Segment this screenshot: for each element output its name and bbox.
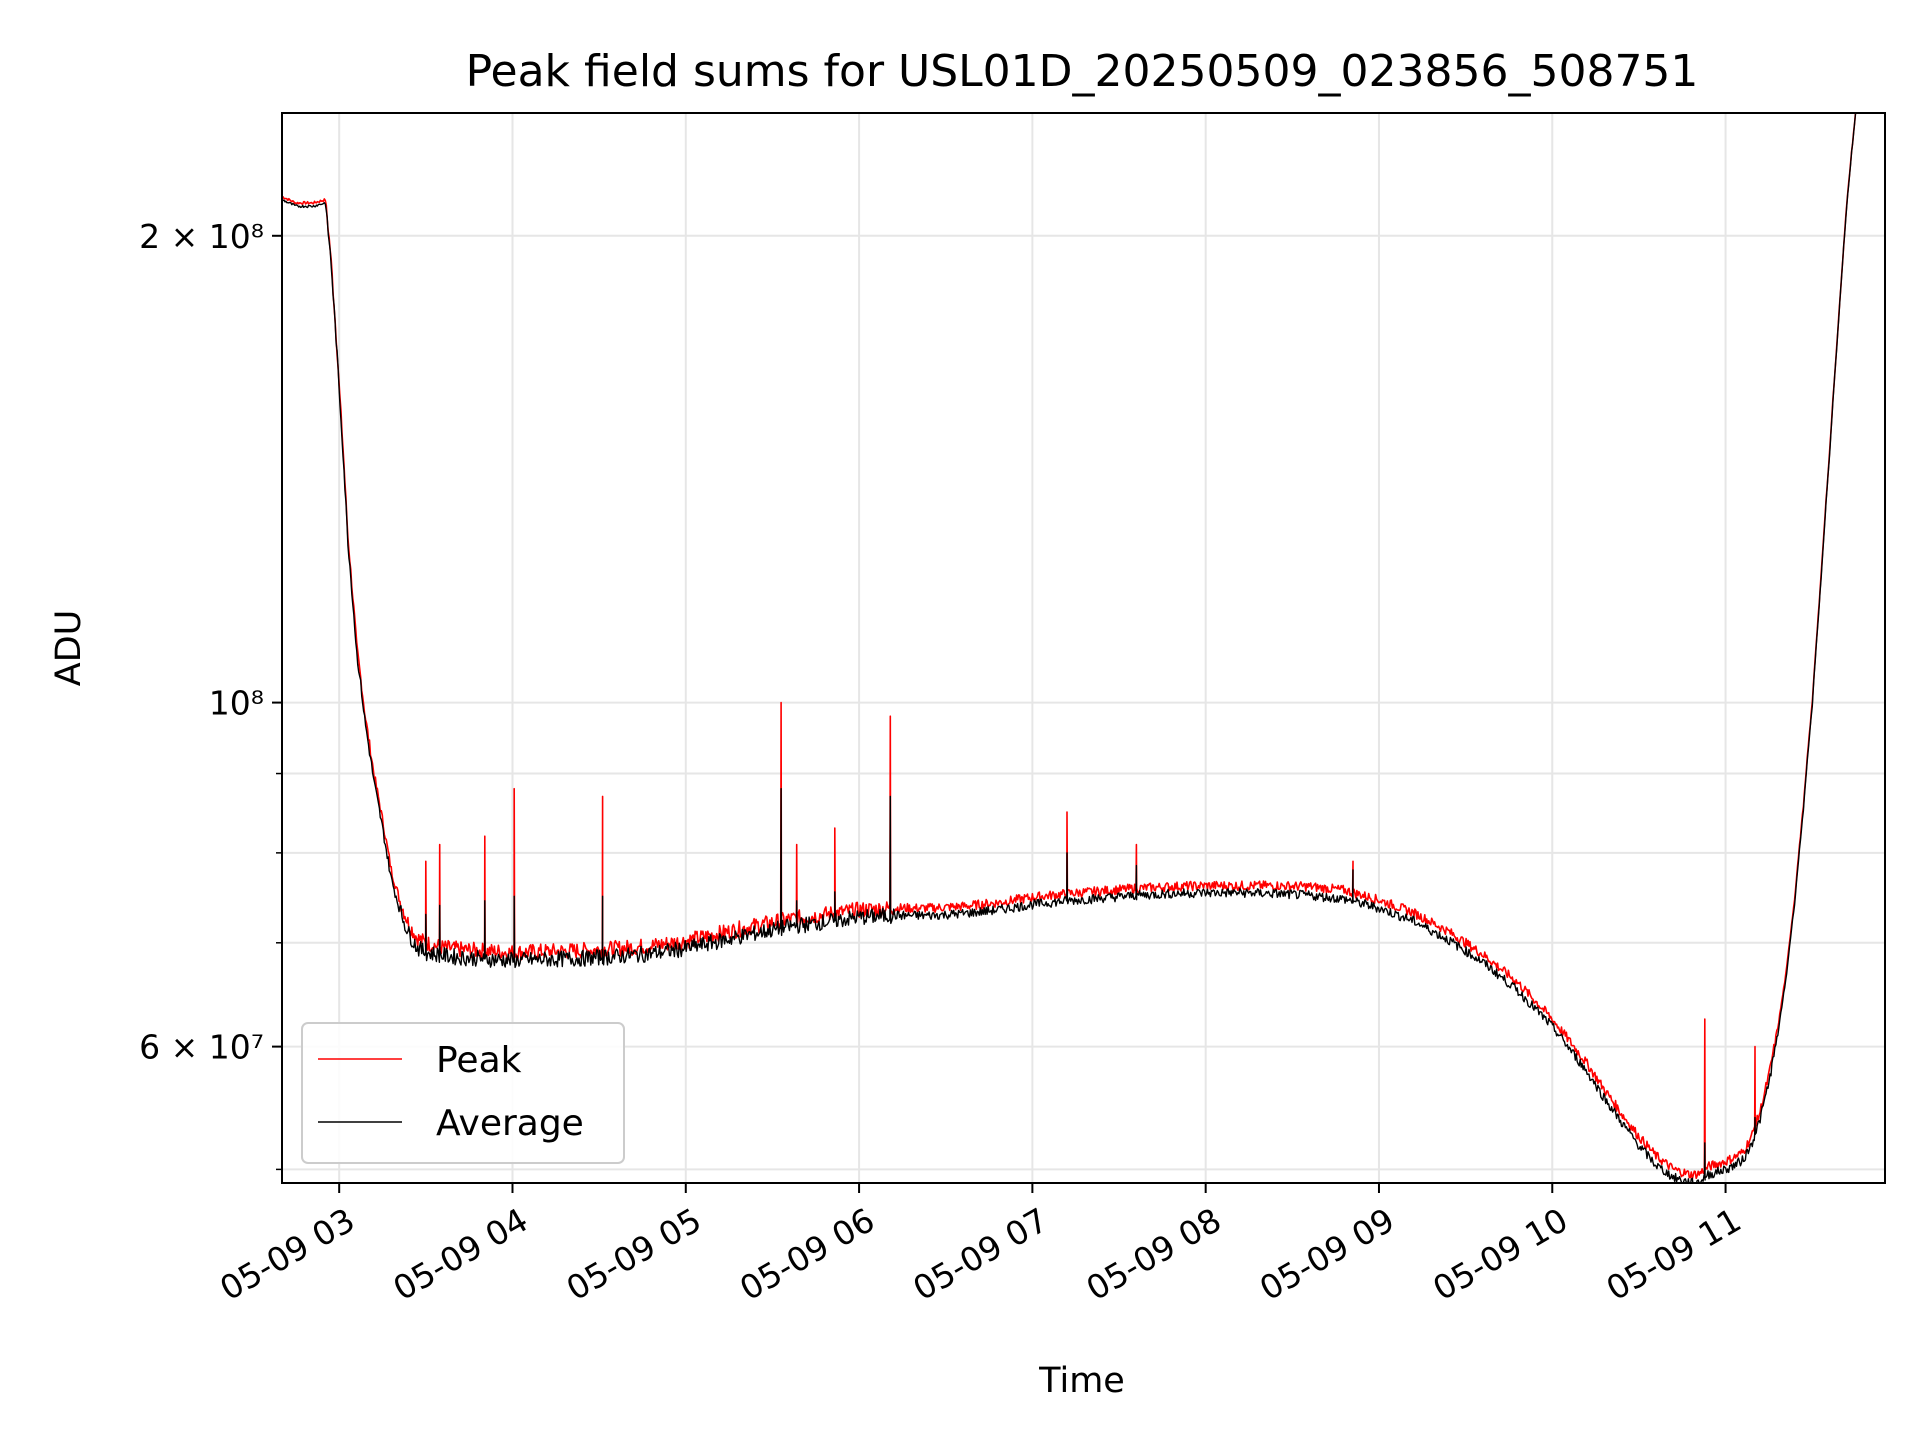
y-axis-label: ADU — [49, 610, 89, 687]
legend-label-peak: Peak — [436, 1040, 522, 1081]
series-group — [282, 113, 1857, 1183]
y-ticks: 6 × 10⁷ 10⁸ 2 × 10⁸ — [139, 217, 282, 1171]
legend-box — [301, 1022, 625, 1164]
y-tick-label: 10⁸ — [209, 684, 264, 723]
series-line-average — [282, 114, 1857, 1183]
x-axis-label: Time — [1038, 1361, 1125, 1401]
chart-title: Peak field sums for USL01D_20250509_0238… — [466, 46, 1699, 97]
legend-label-average: Average — [436, 1103, 584, 1144]
plot-frame — [281, 112, 1886, 1184]
y-tick-label: 6 × 10⁷ — [139, 1028, 264, 1067]
series-line-peak — [282, 113, 1857, 1180]
grid — [282, 113, 1885, 1183]
y-tick-label: 2 × 10⁸ — [139, 217, 264, 256]
legend: Peak Average — [301, 1022, 625, 1164]
